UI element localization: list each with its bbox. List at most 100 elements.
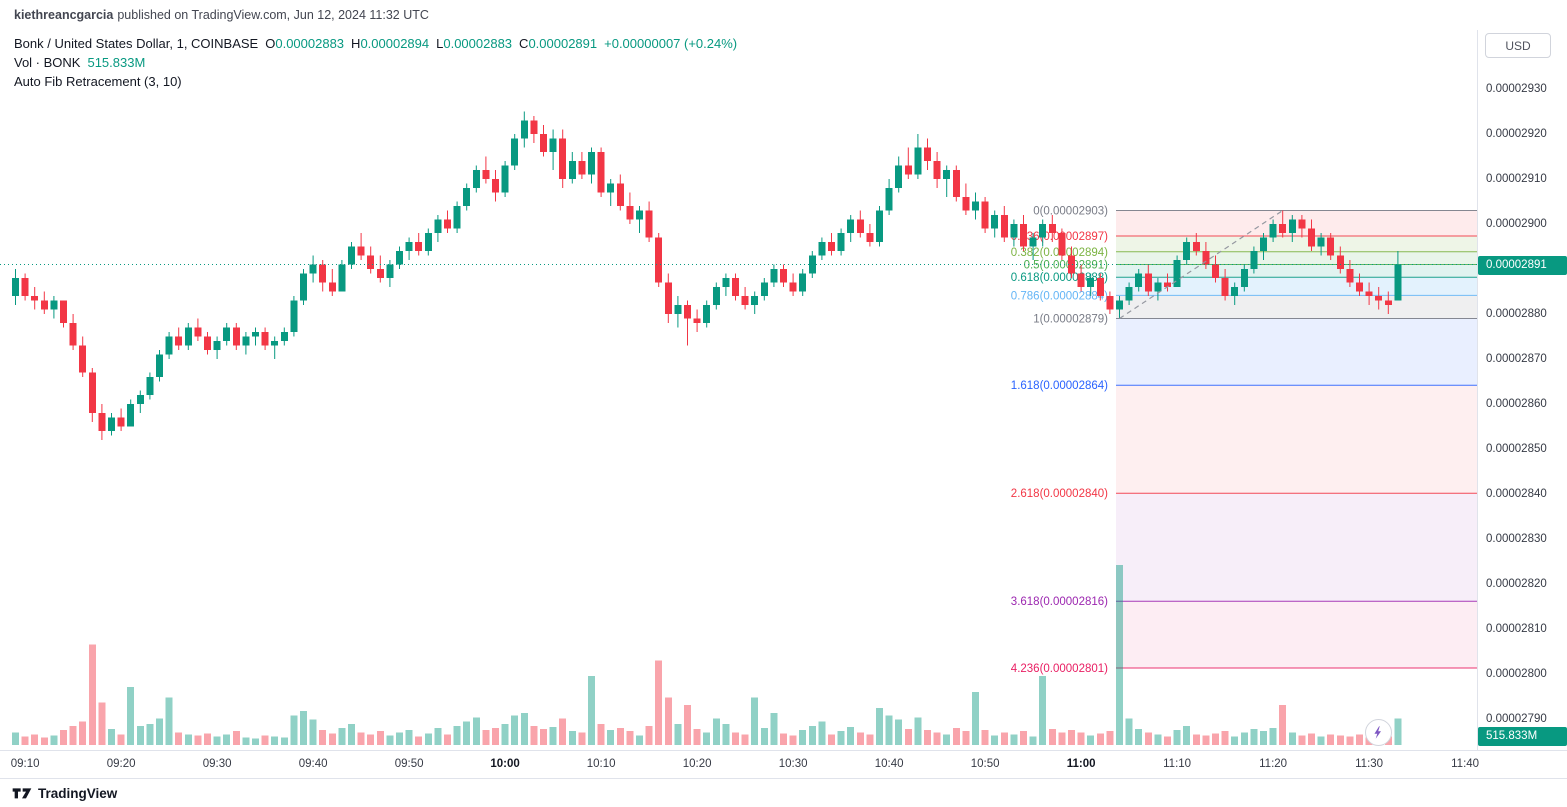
low-label: L: [436, 36, 444, 51]
time-label: 10:50: [970, 758, 1000, 770]
volume-bar: [1240, 732, 1248, 745]
candle-body: [1356, 282, 1363, 292]
candle-body: [1010, 224, 1018, 238]
volume-bar: [1125, 718, 1133, 745]
volume-bar: [1010, 734, 1018, 745]
candle-body: [597, 152, 605, 193]
header: kiethreancgarcia published on TradingVie…: [0, 0, 1567, 30]
candle-body: [348, 246, 355, 265]
candle-body: [492, 179, 499, 193]
volume-bar: [1298, 735, 1306, 745]
candle-body: [60, 300, 67, 323]
volume-bar: [549, 727, 557, 745]
symbol-legend-row[interactable]: Bonk / United States Dollar, 1, COINBASE…: [14, 34, 737, 53]
volume-bar: [972, 692, 979, 745]
symbol-title: Bonk / United States Dollar, 1, COINBASE: [14, 36, 259, 51]
candle-body: [127, 404, 135, 427]
volume-bar: [1336, 735, 1344, 745]
candle-body: [1154, 282, 1162, 292]
currency-button[interactable]: USD: [1485, 33, 1551, 58]
candle-body: [540, 134, 547, 152]
indicator-title: Auto Fib Retracement (3, 10): [14, 74, 182, 89]
price-tick: 0.00002810: [1486, 623, 1547, 635]
candle-body: [1202, 251, 1210, 265]
volume-bar: [1154, 734, 1162, 745]
candle-body: [1288, 219, 1296, 233]
volume-bar: [636, 735, 643, 745]
tradingview-link[interactable]: TradingView: [12, 786, 117, 801]
volume-bar: [952, 728, 960, 745]
time-axis[interactable]: 09:10 09:20 09:30 09:40 09:50 10:00 10:10 10:20…: [0, 750, 1567, 778]
candle-body: [1144, 273, 1152, 292]
volume-bar: [1317, 736, 1325, 745]
volume-bar: [588, 676, 595, 745]
close-label: C: [519, 36, 529, 51]
candle-body: [1308, 228, 1315, 247]
quick-trade-button[interactable]: [1365, 719, 1392, 746]
candle-body: [616, 183, 624, 206]
price-tick: 0.00002880: [1486, 308, 1547, 320]
candle-body: [69, 323, 77, 346]
volume-bar: [98, 702, 106, 745]
candle-body: [588, 152, 595, 175]
candle-body: [1125, 287, 1133, 301]
candle-body: [780, 269, 787, 283]
volume-bar: [1173, 730, 1181, 745]
candle-body: [1260, 237, 1267, 251]
volume-bar: [271, 736, 279, 745]
fib-level-label: 0.5(0.00002891): [1024, 260, 1109, 272]
price-tick: 0.00002930: [1486, 83, 1547, 95]
volume-bar: [655, 660, 663, 745]
volume-bar: [1087, 735, 1095, 745]
volume-bar: [866, 734, 874, 745]
candle-body: [252, 332, 259, 337]
candle-body: [1336, 255, 1344, 269]
candle-body: [204, 336, 211, 350]
time-label: 11:40: [1451, 758, 1480, 770]
candle-body: [117, 417, 125, 427]
fib-band: [1116, 385, 1477, 494]
volume-bar: [914, 717, 922, 745]
candle-body: [367, 255, 375, 269]
volume-bar: [933, 732, 941, 745]
volume-bar: [1279, 704, 1287, 745]
price-axis[interactable]: USD 0.00002891 515.833M 0.00002930 0.0000…: [1477, 30, 1567, 750]
candle-body: [770, 269, 778, 283]
high-value: 0.00002894: [360, 36, 430, 51]
volume-bar: [12, 732, 19, 745]
volume-bar: [213, 736, 221, 745]
volume-bar: [895, 719, 903, 745]
candle-body: [280, 332, 288, 341]
volume-bar: [1029, 736, 1037, 745]
candle-body: [866, 233, 874, 242]
price-tick: 0.00002920: [1486, 128, 1547, 140]
candle-body: [453, 206, 461, 229]
time-label: 09:40: [298, 758, 328, 770]
candle-body: [972, 201, 979, 211]
volume-bar: [847, 727, 855, 745]
header-text: published on TradingView.com, Jun 12, 20…: [117, 8, 429, 22]
candle-body: [818, 242, 826, 256]
candle-body: [655, 237, 663, 283]
volume-bar: [962, 731, 970, 745]
volume-bar: [760, 728, 768, 745]
candle-body: [175, 336, 183, 346]
volume-legend-row[interactable]: Vol · BONK 515.833M: [14, 53, 737, 72]
candle-body: [856, 219, 864, 233]
volume-bar: [1164, 736, 1171, 745]
volume-bar: [1096, 733, 1104, 745]
price-tick: 0.00002820: [1486, 578, 1547, 590]
open-value: 0.00002883: [275, 36, 345, 51]
volume-bar: [482, 730, 490, 745]
fib-band: [1116, 601, 1477, 668]
price-change: +0.00000007 (+0.24%): [604, 36, 738, 51]
volume-bar: [1202, 735, 1210, 745]
candle-body: [962, 197, 970, 211]
candle-body: [674, 305, 682, 314]
time-label: 10:10: [586, 758, 616, 770]
volume-bar: [424, 733, 432, 745]
price-chart-canvas[interactable]: 0(0.00002903)0.236(0.00002897)0.382(0.00…: [0, 30, 1477, 750]
indicator-legend-row[interactable]: Auto Fib Retracement (3, 10): [14, 72, 737, 91]
volume-bar: [1058, 732, 1066, 745]
candle-body: [895, 165, 903, 188]
